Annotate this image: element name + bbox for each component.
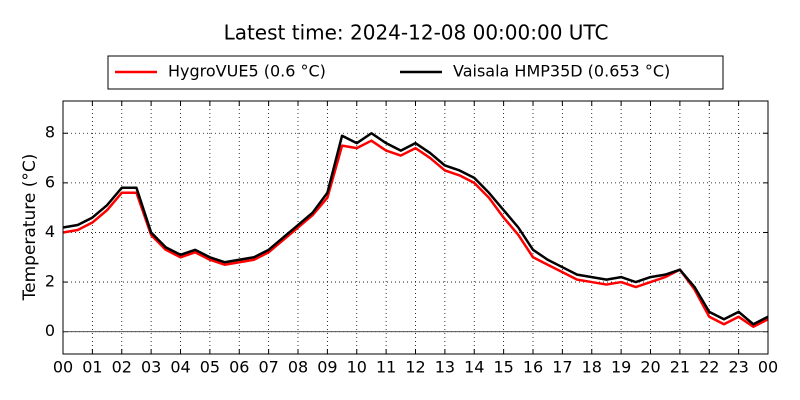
x-tick-label: 09 [317,358,337,377]
x-tick-label: 15 [493,358,513,377]
series-line [62,132,769,326]
x-tick-label: 07 [258,358,278,377]
y-tick-label: 6 [45,172,55,191]
y-axis-label: Temperature (°C) [20,154,40,302]
plot-frame [62,100,769,355]
y-tick-label: 2 [45,272,55,291]
x-tick-label: 13 [435,358,455,377]
y-tick-label: 0 [45,321,55,340]
x-tick-label: 08 [288,358,308,377]
y-tick-label: 8 [45,123,55,142]
x-tick-label: 12 [405,358,425,377]
x-tick-label: 02 [112,358,132,377]
x-tick-label: 00 [53,358,73,377]
y-tick-label: 4 [45,222,55,241]
legend-label: HygroVUE5 (0.6 °C) [168,62,326,81]
x-tick-label: 19 [611,358,631,377]
legend-label: Vaisala HMP35D (0.653 °C) [453,62,670,81]
x-tick-label: 18 [582,358,602,377]
series-line [62,139,769,328]
x-tick-label: 23 [728,358,748,377]
chart-title: Latest time: 2024-12-08 00:00:00 UTC [224,21,609,45]
x-tick-label: 16 [523,358,543,377]
x-tick-label: 01 [82,358,102,377]
x-tick-label: 04 [170,358,190,377]
x-tick-label: 21 [670,358,690,377]
x-tick-label: 05 [200,358,220,377]
x-tick-label: 22 [699,358,719,377]
x-tick-label: 14 [464,358,484,377]
x-tick-label: 00 [758,358,778,377]
x-tick-label: 20 [640,358,660,377]
x-tick-label: 03 [141,358,161,377]
x-tick-label: 10 [347,358,367,377]
x-tick-label: 17 [552,358,572,377]
x-tick-label: 11 [376,358,396,377]
x-tick-label: 06 [229,358,249,377]
